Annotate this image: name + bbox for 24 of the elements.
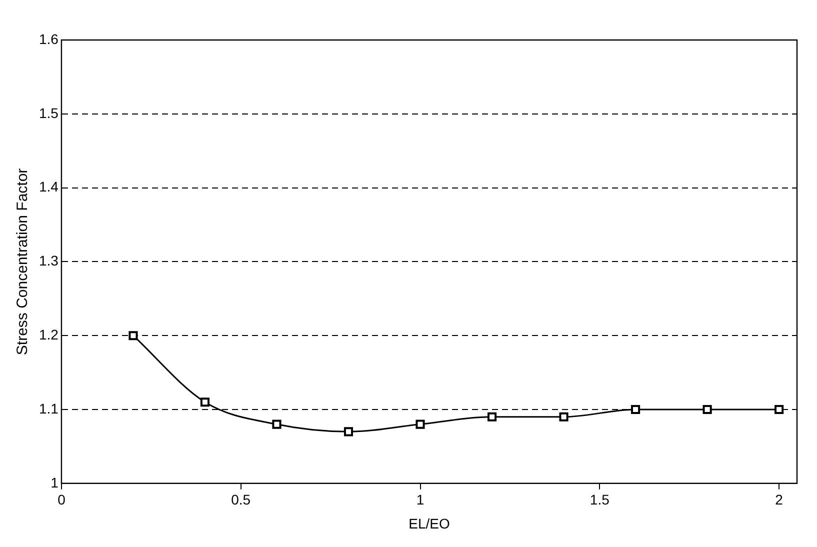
point (631, 404, 640, 414)
point (344, 427, 354, 436)
y-tick-label: 1.6 (38, 30, 59, 47)
x-axis-title: EL/EO (408, 515, 450, 532)
x-tick-label: 1 (416, 492, 424, 508)
y-tick-label: 1.2 (38, 326, 59, 342)
point (272, 420, 282, 429)
point (559, 412, 568, 422)
point (200, 398, 210, 407)
x-tick-label: 0 (58, 492, 66, 508)
point (702, 404, 712, 414)
x-tick-label: 0.5 (231, 492, 251, 508)
y-axis-title: Stress Concentration Factor (14, 168, 32, 356)
y-tick-label: 1.5 (38, 104, 59, 121)
point (774, 404, 784, 414)
y-tick-label: 1 (50, 474, 59, 490)
point (128, 331, 138, 340)
y-tick-label: 1.1 (38, 400, 59, 416)
y-tick-label: 1.3 (38, 252, 59, 269)
point (487, 412, 497, 422)
x-tick-label: 2 (775, 492, 784, 508)
x-tick-label: 1.5 (590, 492, 610, 508)
point (416, 420, 425, 429)
y-tick-label: 1.4 (38, 178, 59, 195)
